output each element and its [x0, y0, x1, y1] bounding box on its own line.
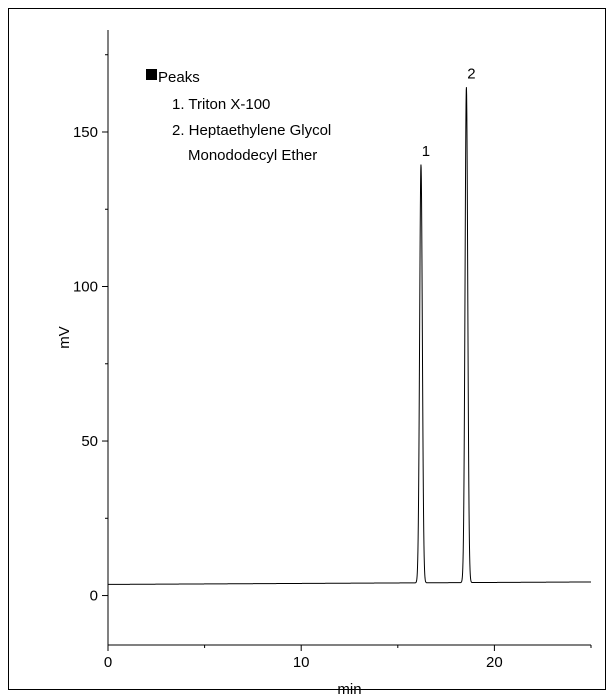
y-tick-label: 0 — [90, 588, 98, 605]
chart-frame — [8, 8, 606, 690]
y-tick-label: 150 — [73, 124, 98, 141]
chromatogram-trace — [108, 87, 592, 585]
y-ticks: 0 50 100 150 — [73, 54, 108, 605]
legend-item-1: 1. Triton X-100 — [172, 96, 270, 113]
y-tick-label: 50 — [81, 433, 98, 450]
legend-item-2: 2. Heptaethylene Glycol — [172, 122, 331, 139]
legend-title: Peaks — [158, 69, 200, 86]
x-ticks: 0 10 20 — [104, 645, 592, 671]
legend-item-3: Monododecyl Ether — [188, 147, 317, 164]
peak-labels: 12 — [422, 66, 476, 160]
peak-label: 1 — [422, 143, 430, 160]
y-tick-label: 100 — [73, 279, 98, 296]
peak-label: 2 — [467, 66, 475, 83]
x-tick-label: 20 — [486, 654, 503, 671]
legend-marker — [146, 69, 157, 80]
legend: Peaks 1. Triton X-100 2. Heptaethylene G… — [146, 69, 331, 164]
y-axis-label: mV — [56, 326, 73, 349]
axes — [107, 30, 591, 646]
x-tick-label: 10 — [293, 654, 310, 671]
x-axis-label: min — [337, 681, 361, 698]
x-tick-label: 0 — [104, 654, 112, 671]
